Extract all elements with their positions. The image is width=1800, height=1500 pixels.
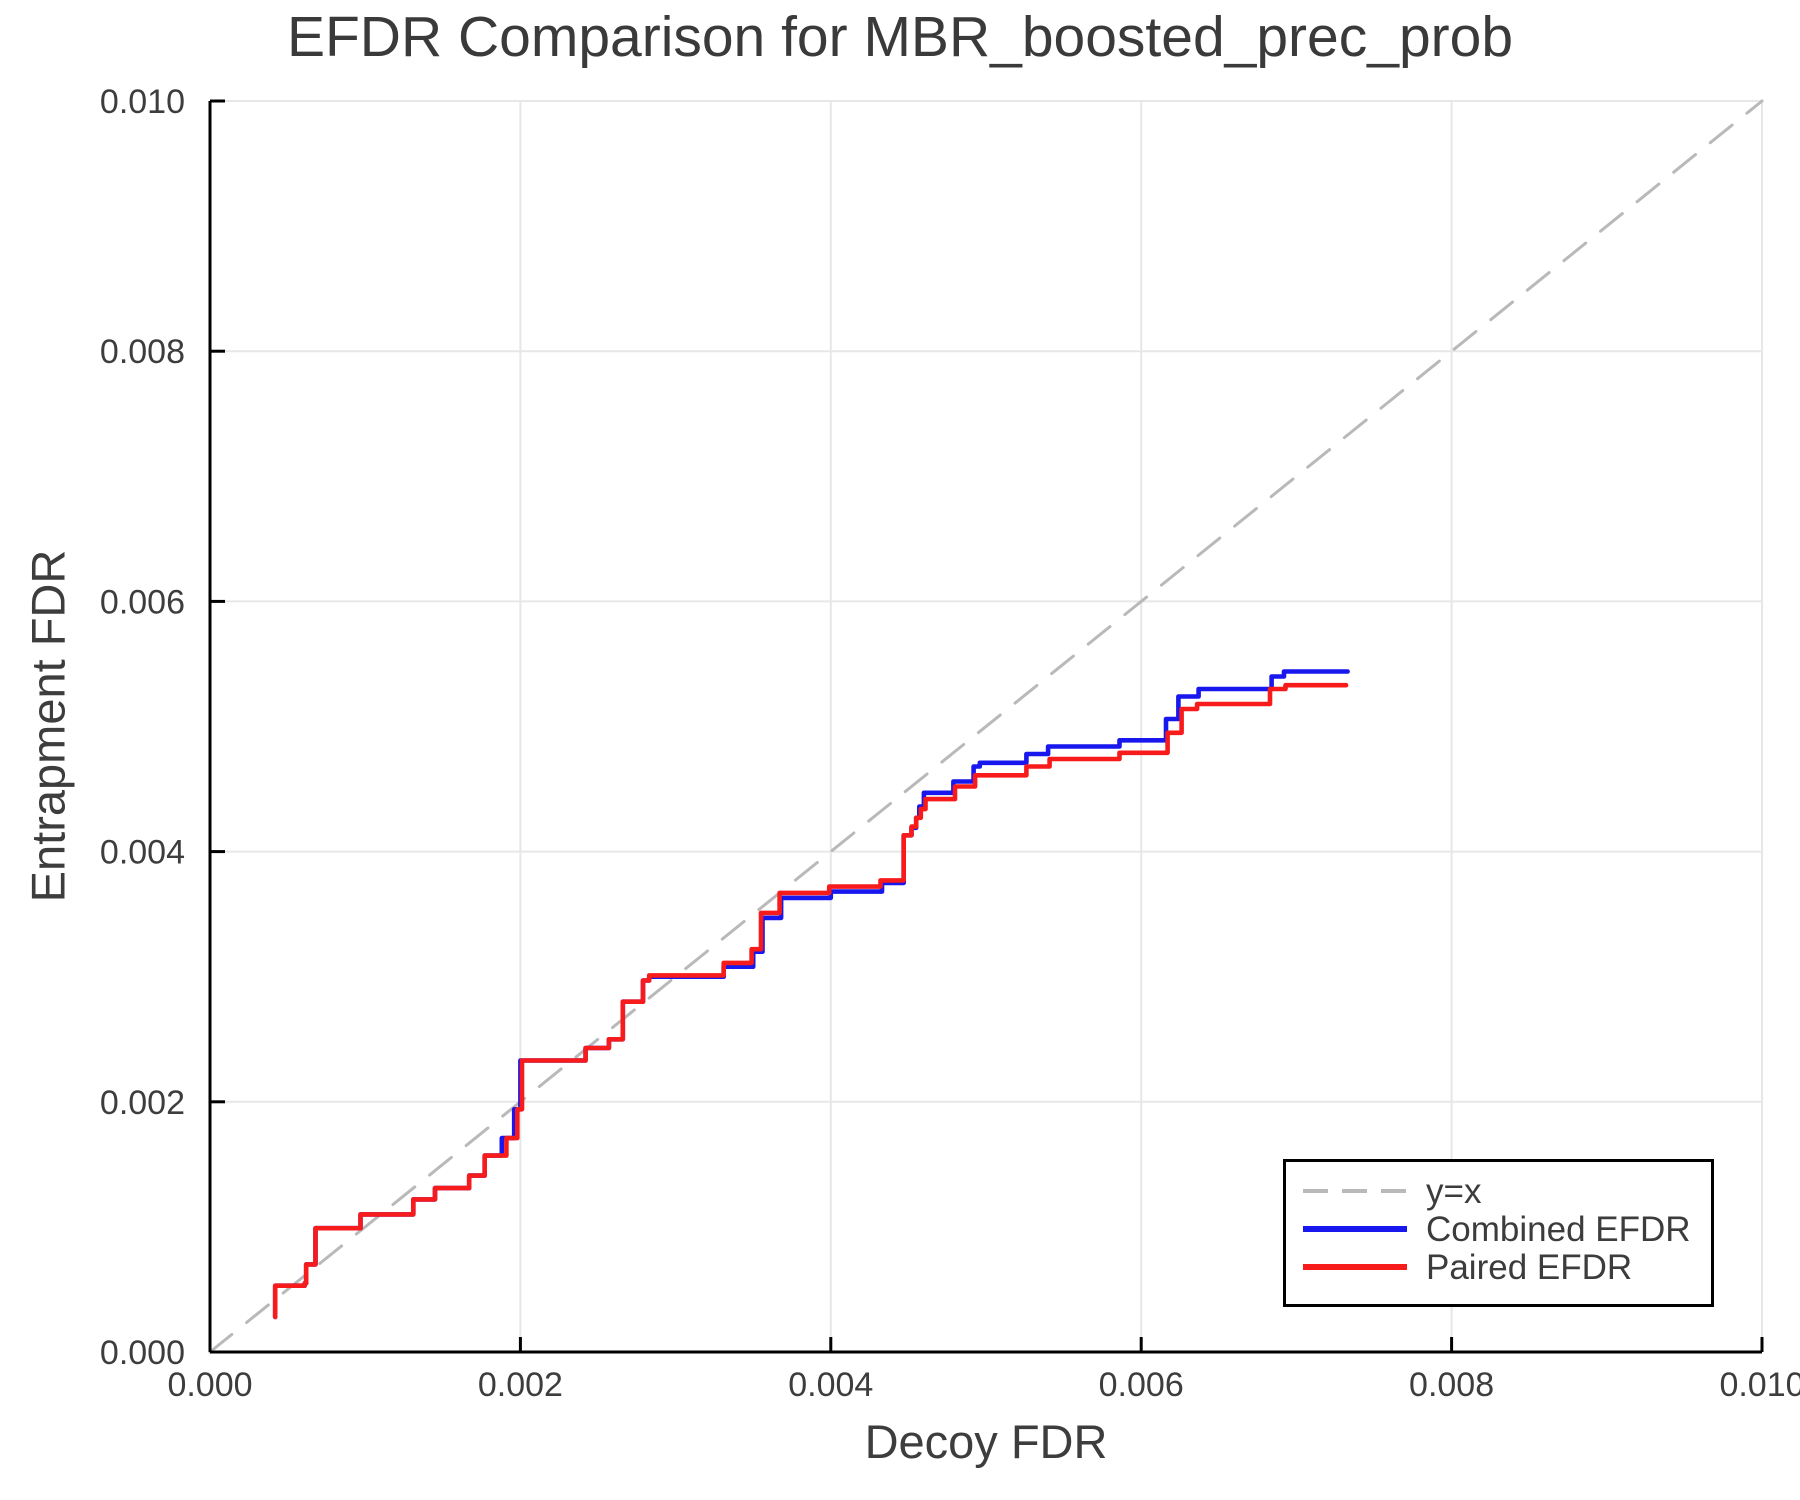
x-tick-label: 0.002	[478, 1366, 563, 1404]
x-tick-label: 0.010	[1719, 1366, 1800, 1404]
legend-item-paired-efdr: Paired EFDR	[1301, 1248, 1711, 1286]
y-tick-label: 0.006	[100, 583, 185, 621]
x-tick-label: 0.000	[167, 1366, 252, 1404]
y-tick-label: 0.008	[100, 333, 185, 371]
legend-label-combined-efdr: Combined EFDR	[1426, 1209, 1691, 1249]
x-tick-label: 0.004	[788, 1366, 873, 1404]
y-tick-label: 0.002	[100, 1084, 185, 1122]
legend-label-paired-efdr: Paired EFDR	[1426, 1247, 1633, 1287]
x-tick-label: 0.006	[1099, 1366, 1184, 1404]
x-axis-label: Decoy FDR	[864, 1415, 1108, 1468]
legend-label-identity: y=x	[1426, 1171, 1482, 1211]
chart-title: EFDR Comparison for MBR_boosted_prec_pro…	[286, 5, 1514, 69]
combined-efdr-line	[272, 669, 1350, 1320]
paired-efdr-swatch	[1303, 1264, 1407, 1270]
legend: y=x Combined EFDR Paired EFDR	[1283, 1159, 1714, 1307]
x-tick-label: 0.008	[1409, 1366, 1494, 1404]
paired-efdr-line	[272, 682, 1349, 1320]
y-x-line	[208, 99, 1764, 1354]
y-tick-label: 0.004	[100, 834, 185, 872]
legend-item-combined-efdr: Combined EFDR	[1301, 1210, 1711, 1248]
identity-line-swatch	[1303, 1189, 1407, 1193]
y-tick-label: 0.000	[100, 1334, 185, 1372]
combined-efdr-swatch	[1303, 1226, 1407, 1232]
legend-item-identity: y=x	[1301, 1172, 1711, 1210]
y-axis-label: Entrapment FDR	[21, 549, 75, 903]
y-tick-label: 0.010	[100, 83, 185, 121]
